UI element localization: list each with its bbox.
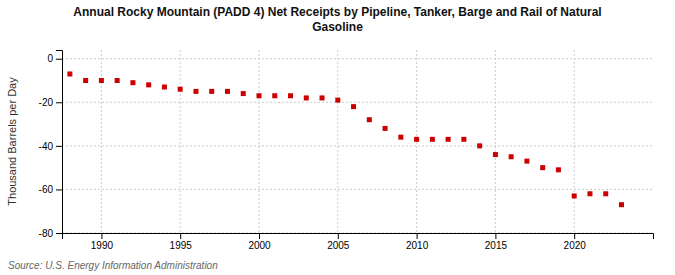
point bbox=[115, 78, 120, 83]
point bbox=[414, 137, 419, 142]
point bbox=[130, 80, 135, 85]
point bbox=[461, 137, 466, 142]
point bbox=[493, 152, 498, 157]
grid-line-x bbox=[101, 50, 102, 233]
y-tick: -60 bbox=[39, 184, 62, 195]
point bbox=[178, 87, 183, 92]
point bbox=[446, 137, 451, 142]
point bbox=[304, 95, 309, 100]
y-tick-label: -20 bbox=[39, 97, 54, 108]
point bbox=[257, 93, 262, 98]
point bbox=[83, 78, 88, 83]
point bbox=[99, 78, 104, 83]
point bbox=[320, 95, 325, 100]
point bbox=[509, 154, 514, 159]
y-tick-mark bbox=[56, 189, 62, 190]
grid-line-x bbox=[574, 50, 575, 233]
point bbox=[383, 126, 388, 131]
x-tick: 2010 bbox=[406, 233, 429, 251]
point bbox=[272, 93, 277, 98]
x-axis: 1990 1995 2000 2005 2010 2015 2020 bbox=[63, 233, 654, 251]
x-tick-mark bbox=[495, 233, 496, 239]
x-tick-label: 2010 bbox=[406, 240, 429, 251]
grid-line-x bbox=[259, 50, 260, 233]
point bbox=[398, 135, 403, 140]
x-tick-label: 2015 bbox=[485, 240, 508, 251]
y-tick-mark bbox=[56, 59, 62, 60]
x-axis-line bbox=[63, 234, 654, 240]
y-tick-label: -40 bbox=[39, 141, 54, 152]
point bbox=[619, 202, 624, 207]
point bbox=[193, 89, 198, 94]
y-tick: -20 bbox=[39, 97, 62, 108]
annotation: Source: U.S. Energy Information Administ… bbox=[8, 260, 218, 271]
y-axis-line bbox=[56, 51, 63, 234]
y-tick-label: -60 bbox=[39, 184, 54, 195]
x-tick-mark bbox=[180, 233, 181, 239]
point bbox=[587, 191, 592, 196]
point bbox=[603, 191, 608, 196]
point bbox=[146, 82, 151, 87]
point bbox=[351, 104, 356, 109]
title-line: Gasoline bbox=[312, 20, 363, 34]
y-tick-mark bbox=[56, 102, 62, 103]
point bbox=[225, 89, 230, 94]
x-tick-label: 2005 bbox=[327, 240, 350, 251]
y-tick: -40 bbox=[39, 141, 62, 152]
title: Annual Rocky Mountain (PADD 4) Net Recei… bbox=[73, 5, 601, 34]
x-tick-mark bbox=[338, 233, 339, 239]
point bbox=[335, 98, 340, 103]
x-tick: 1995 bbox=[170, 233, 193, 251]
chart: Annual Rocky Mountain (PADD 4) Net Recei… bbox=[0, 0, 675, 275]
y-axis-label: Thousand Barrels per Day bbox=[6, 77, 18, 206]
point bbox=[367, 117, 372, 122]
grid-line-y bbox=[62, 189, 653, 190]
point bbox=[477, 143, 482, 148]
point bbox=[524, 159, 529, 164]
x-tick: 2005 bbox=[327, 233, 350, 251]
x-tick-mark bbox=[101, 233, 102, 239]
y-tick-mark bbox=[56, 233, 62, 234]
x-tick-label: 2020 bbox=[564, 240, 587, 251]
y-tick-mark bbox=[56, 146, 62, 147]
point bbox=[572, 193, 577, 198]
point bbox=[540, 165, 545, 170]
x-tick: 2015 bbox=[485, 233, 508, 251]
grid-line-x bbox=[337, 50, 338, 233]
x-tick: 2000 bbox=[248, 233, 271, 251]
y-tick-label: -80 bbox=[39, 228, 54, 239]
grid-line-y bbox=[62, 58, 653, 59]
x-tick-label: 1995 bbox=[170, 240, 193, 251]
point bbox=[162, 85, 167, 90]
points bbox=[67, 71, 624, 207]
grid-line-y bbox=[62, 145, 653, 146]
point bbox=[67, 71, 72, 76]
plot: 1990 1995 2000 2005 2010 2015 2020 0 -20 -40 -60 -8… bbox=[39, 50, 654, 251]
x-tick-mark bbox=[574, 233, 575, 239]
point bbox=[209, 89, 214, 94]
title-line: Annual Rocky Mountain (PADD 4) Net Recei… bbox=[73, 5, 601, 19]
point bbox=[241, 91, 246, 96]
x-tick-mark bbox=[259, 233, 260, 239]
x-tick-label: 2000 bbox=[248, 240, 271, 251]
grid bbox=[62, 50, 653, 233]
point bbox=[430, 137, 435, 142]
grid-line-y bbox=[62, 102, 653, 103]
x-tick: 2020 bbox=[564, 233, 587, 251]
grid-line-x bbox=[495, 50, 496, 233]
x-tick: 1990 bbox=[91, 233, 114, 251]
y-tick: -80 bbox=[39, 228, 62, 239]
x-tick-mark bbox=[417, 233, 418, 239]
y-tick: 0 bbox=[47, 53, 62, 64]
grid-line-x bbox=[180, 50, 181, 233]
x-tick-label: 1990 bbox=[91, 240, 114, 251]
y-tick-label: 0 bbox=[47, 53, 53, 64]
point bbox=[288, 93, 293, 98]
y-axis: 0 -20 -40 -60 -80 bbox=[39, 51, 63, 239]
point bbox=[556, 167, 561, 172]
